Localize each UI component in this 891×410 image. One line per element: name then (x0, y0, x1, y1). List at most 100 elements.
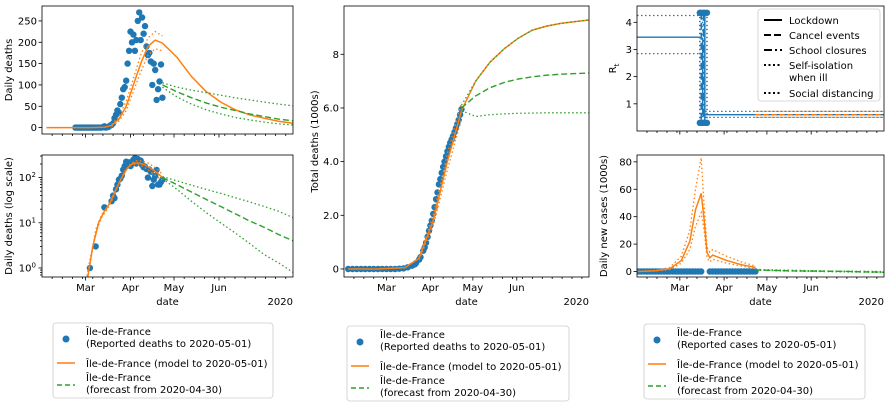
reported-point (159, 94, 166, 101)
x-tick-label: Apr (715, 283, 733, 294)
y-tick-label: 0 (626, 267, 632, 278)
legend-label: (Reported deaths to 2020-05-01) (380, 342, 545, 353)
legend-label: (Reported cases to 2020-05-01) (677, 340, 836, 351)
reported-point (117, 100, 124, 108)
y-tick-label: 250 (18, 16, 37, 27)
reported-point (144, 174, 152, 181)
x-year-label: 2020 (268, 297, 293, 308)
model-high-line (89, 160, 163, 265)
x-tick-label: Jun (508, 283, 525, 294)
y-tick-label: 200 (18, 38, 37, 49)
legend-middle: Île-de-France(Reported deaths to 2020-05… (346, 325, 570, 402)
x-year-label: 2020 (564, 297, 589, 308)
y-axis-label: Daily deaths (log scale) (4, 157, 15, 275)
model-line (86, 162, 163, 277)
reported-point (140, 30, 147, 37)
legend-label: Île-de-France (85, 371, 151, 384)
reported-point (137, 36, 144, 44)
axes-frame (636, 5, 885, 132)
reported-point (130, 31, 137, 38)
legend-reported-marker (62, 335, 70, 343)
y-tick-exponent: 2 (32, 171, 36, 179)
legend-label: School closures (789, 46, 867, 57)
x-tick-label: Mar (377, 283, 397, 294)
y-tick-label: 6.0 (323, 103, 339, 114)
rt-low-line (637, 52, 884, 119)
rt-high-line (637, 14, 884, 113)
forecast-low-line (162, 178, 293, 273)
axes-frame (41, 5, 294, 135)
reported-point (157, 61, 165, 68)
y-axis-label: Daily deaths (4, 39, 15, 102)
y-tick-label: 1 (626, 99, 632, 110)
model-low-line (111, 47, 163, 127)
legend-reported-marker (653, 336, 661, 344)
reported-point (150, 60, 157, 67)
axes-frame (636, 154, 885, 278)
x-axis-label: date (455, 297, 478, 308)
y-tick-label: 102 (19, 171, 36, 184)
y-tick-label: 0 (333, 264, 339, 275)
reported-point (141, 22, 149, 30)
y-tick-label: 40 (619, 212, 632, 223)
plot-area (637, 157, 884, 275)
y-tick-label: 2 (626, 72, 632, 83)
legend-box (52, 322, 274, 399)
reported-point (437, 175, 444, 183)
legend-label: Île-de-France (model to 2020-05-01) (379, 360, 562, 373)
legend-label: when ill (789, 73, 828, 84)
legend-box (643, 323, 866, 400)
x-tick-label: May (164, 283, 185, 294)
reported-point (138, 14, 146, 21)
intervention-marker (703, 9, 711, 16)
y-tick-label: 0 (31, 123, 37, 134)
plot-area (46, 9, 293, 131)
reported-point (152, 172, 159, 180)
y-tick-label: 3 (626, 45, 632, 56)
axes-frame (343, 5, 590, 278)
legend-right: Île-de-France(Reported cases to 2020-05-… (643, 323, 866, 400)
reported-point (123, 77, 130, 84)
y-tick-exponent: 0 (32, 261, 36, 269)
reported-point (143, 43, 150, 50)
y-axis-label: Rt (608, 63, 621, 73)
plot-area (345, 19, 589, 273)
y-tick-label: 8 (333, 50, 339, 61)
y-tick-label: 80 (619, 157, 632, 168)
legend-label: Île-de-France (676, 326, 742, 339)
model-line (637, 193, 756, 273)
x-axis-label: date (749, 297, 772, 308)
reported-point (118, 94, 126, 101)
y-tick-label: 50 (24, 102, 37, 113)
legend-label: Cancel events (789, 31, 860, 42)
model-line (46, 39, 293, 129)
reported-point (124, 60, 131, 67)
y-axis-label: Total deaths (1000s) (310, 90, 321, 193)
axes-frame (41, 154, 294, 278)
y-tick-label: 4 (626, 18, 632, 29)
reported-point (136, 9, 143, 16)
legend-box (757, 8, 881, 102)
plot-area (637, 9, 884, 127)
forecast-line (461, 72, 589, 109)
model-low-line (418, 118, 463, 260)
y-axis-label: Daily new cases (1000s) (599, 155, 610, 277)
intervention-marker (703, 119, 711, 127)
y-tick-label: 100 (18, 80, 37, 91)
rt-line (637, 36, 884, 116)
y-tick-exponent: 1 (32, 216, 36, 224)
reported-point (131, 47, 139, 54)
reported-point (115, 109, 123, 116)
model-low-line (637, 210, 756, 273)
plot-area (86, 155, 293, 277)
x-tick-label: May (757, 283, 778, 294)
forecast-low-line (162, 86, 293, 126)
legend-label: (forecast from 2020-04-30) (380, 388, 516, 399)
forecast-line (162, 84, 293, 122)
model-high-line (637, 157, 756, 273)
chart-new-cases: 0 20 40 60 80 Mar Apr May Jun 2020 date Daily new c… (599, 154, 885, 308)
legend-reported-marker (356, 338, 364, 346)
reported-point (154, 86, 162, 93)
legend-label: Île-de-France (676, 372, 742, 385)
